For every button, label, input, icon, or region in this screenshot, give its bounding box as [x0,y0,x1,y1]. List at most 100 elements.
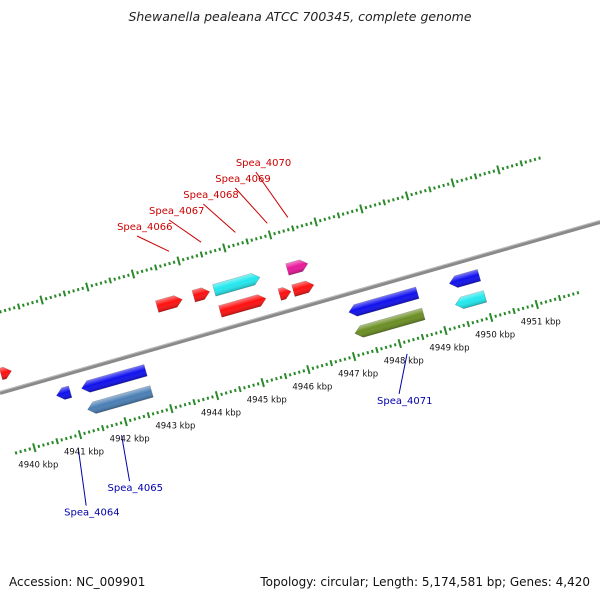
gene-label-upper[interactable]: Spea_4069 [215,174,270,185]
scale-label: 4945 kbp [247,396,287,406]
minor-tick [343,357,347,361]
leader-line [77,447,87,506]
minor-tick [275,376,278,381]
minor-tick [320,363,324,368]
minor-tick [265,379,269,384]
minor-tick [473,173,478,180]
gene-arrow[interactable] [291,279,316,297]
minor-tick [209,250,213,254]
minor-tick [434,331,438,335]
minor-tick [87,430,91,434]
minor-tick [133,417,137,421]
minor-tick [476,319,479,324]
minor-tick [378,201,382,206]
scale-label: 4943 kbp [155,422,195,432]
minor-tick [145,268,149,272]
gene-label-upper[interactable]: Spea_4070 [236,158,291,169]
minor-tick [104,280,107,284]
minor-tick [110,423,114,428]
minor-tick [291,225,295,232]
minor-tick [402,340,406,344]
gene-arrow[interactable] [80,364,148,394]
gene-arrow[interactable] [155,294,183,313]
minor-tick [420,333,425,341]
label-leader-lines [77,171,408,506]
minor-tick [256,382,260,386]
minor-tick [410,192,414,197]
gene-label-upper[interactable]: Spea_4066 [117,222,172,233]
minor-tick [229,389,233,394]
gene-arrow[interactable] [55,385,73,401]
minor-tick [26,302,30,306]
minor-tick [286,228,290,232]
gene-arrow-shade [218,294,266,318]
minor-tick [469,175,473,180]
gene-arrow[interactable] [212,272,262,297]
minor-tick [49,295,53,300]
minor-tick [501,166,505,171]
minor-tick [273,231,276,236]
gene-arrow[interactable] [0,365,13,381]
gene-arrow-shade [348,286,420,317]
gene-label-lower[interactable]: Spea_4071 [377,396,432,407]
minor-tick [373,203,377,207]
minor-tick [236,242,240,246]
gene-arrow[interactable] [347,286,420,318]
minor-tick [524,160,528,164]
leader-line [255,171,289,218]
scale-label: 4946 kbp [292,383,332,393]
major-tick [496,165,501,175]
gene-label-upper[interactable]: Spea_4067 [149,206,204,217]
gene-arrow[interactable] [277,286,293,301]
minor-tick [252,383,255,387]
minor-tick [128,418,132,423]
minor-tick [465,177,468,181]
minor-tick [233,388,237,393]
gene-arrow[interactable] [86,385,154,416]
minor-tick [462,323,466,328]
minor-tick [238,385,242,393]
minor-tick [195,254,199,258]
minor-tick [492,169,496,173]
gene-arrow[interactable] [454,290,488,311]
minor-tick [108,277,112,284]
gene-arrow[interactable] [218,293,268,318]
gene-arrow-shade [285,259,308,276]
minor-tick [576,291,580,295]
minor-tick [101,425,105,432]
minor-tick [149,267,153,271]
gene-label-lower[interactable]: Spea_4064 [64,508,119,519]
minor-tick [557,294,562,302]
minor-tick [478,173,482,177]
minor-tick [181,257,185,262]
minor-tick [483,172,487,176]
gene-arrow-shade [291,280,314,297]
minor-tick [136,270,139,275]
gene-labels[interactable]: Spea_4066 Spea_4067 Spea_4068 Spea_4069 Spea… [64,158,432,519]
minor-tick [328,216,331,220]
minor-tick [283,372,288,380]
gene-label-upper[interactable]: Spea_4068 [183,190,238,201]
minor-tick [471,320,475,325]
minor-tick [60,438,64,442]
gene-label-lower[interactable]: Spea_4065 [108,483,163,494]
leader-line [202,203,236,233]
minor-tick [329,359,334,367]
minor-tick [370,349,374,354]
minor-tick [460,178,464,182]
minor-tick [401,195,404,199]
minor-tick [179,404,182,408]
gene-arrow[interactable] [448,269,482,289]
minor-tick [190,255,194,259]
minor-tick [539,301,543,305]
gene-arrow[interactable] [285,258,310,276]
gene-arrow[interactable] [353,307,426,339]
minor-tick [83,431,86,436]
gene-features[interactable] [0,258,488,416]
major-tick [32,443,37,453]
gene-arrow-shade [449,269,481,288]
major-tick [222,243,227,253]
gene-arrow-shade [212,273,260,297]
gene-arrow[interactable] [191,286,211,303]
